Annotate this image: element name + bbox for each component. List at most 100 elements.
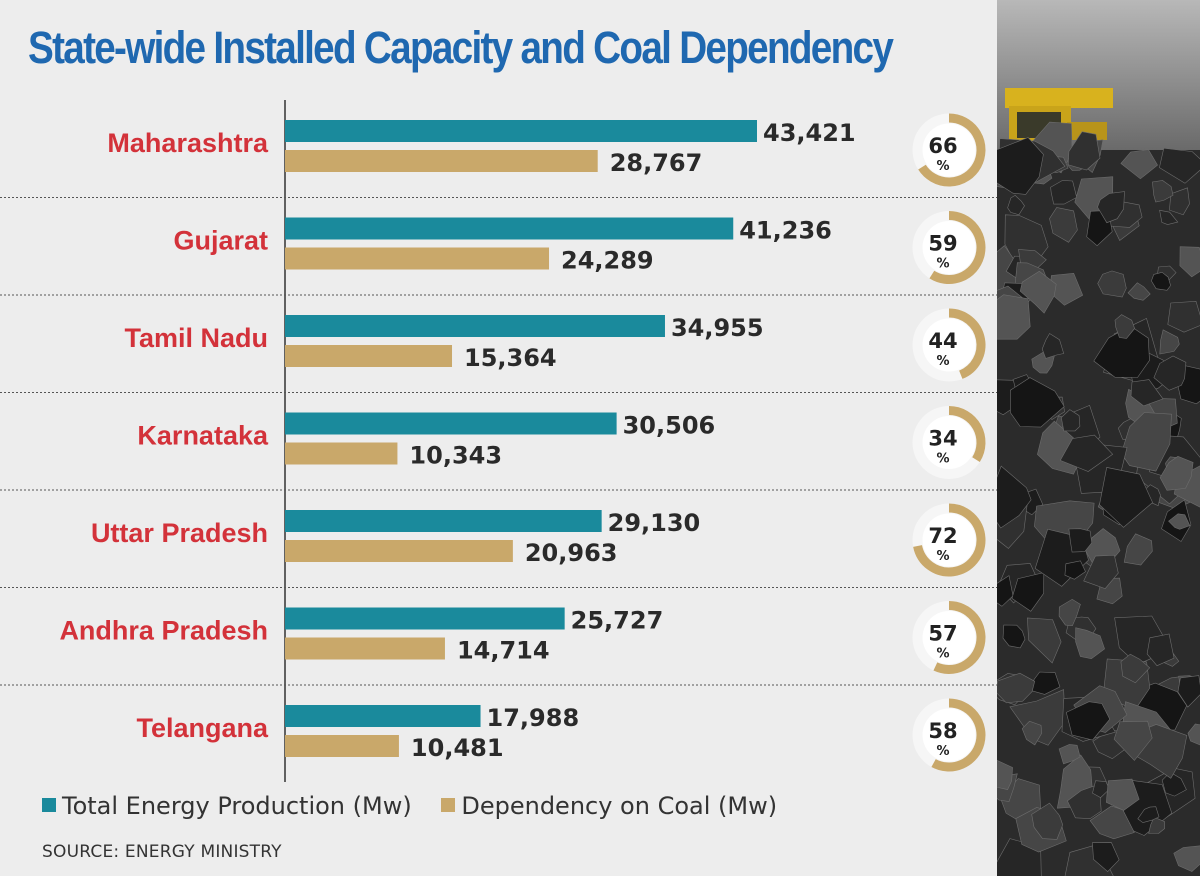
coal-rock: [1059, 434, 1114, 472]
legend-item-coal: Dependency on Coal (Mw): [441, 792, 777, 820]
legend-swatch-coal: [441, 798, 456, 812]
pct-ring-arc-gujarat: [929, 211, 986, 284]
coal-rock: [1159, 456, 1194, 491]
pct-sign-maharashtra: %: [936, 159, 949, 174]
coal-rock: [1009, 689, 1066, 746]
coal-rock: [1030, 671, 1061, 695]
pct-ring-center-telangana: [922, 708, 976, 762]
coal-rock: [1041, 333, 1065, 359]
coal-rock: [1105, 778, 1140, 811]
state-label-maharashtra: Maharashtra: [107, 128, 269, 158]
coal-rock: [997, 575, 1014, 607]
coal-rock: [1092, 842, 1120, 873]
bar-coal-telangana: [285, 735, 399, 757]
pct-ring-arc-karnataka: [948, 406, 986, 463]
bar-coal-maharashtra: [285, 150, 598, 172]
coal-rock: [1067, 131, 1101, 171]
bar-coal-andhra-pradesh: [285, 637, 445, 660]
coal-rock: [1173, 845, 1200, 872]
state-label-uttar-pradesh: Uttar Pradesh: [91, 518, 268, 548]
value-label-total-maharashtra: 43,421: [763, 119, 856, 147]
state-label-tamil-nadu: Tamil Nadu: [124, 323, 268, 353]
value-label-total-andhra-pradesh: 25,727: [571, 607, 664, 635]
value-label-coal-telangana: 10,481: [411, 734, 504, 762]
coal-rock: [1092, 780, 1110, 798]
coal-rock: [1159, 329, 1180, 355]
state-label-andhra-pradesh: Andhra Pradesh: [59, 616, 268, 646]
pct-ring-arc-andhra-pradesh: [933, 601, 986, 674]
coal-rock: [1011, 572, 1045, 612]
coal-rock: [1179, 246, 1200, 278]
coal-rock: [1097, 270, 1127, 298]
pct-ring-center-tamil-nadu: [922, 318, 976, 372]
value-label-coal-tamil-nadu: 15,364: [464, 344, 557, 372]
coal-rock: [1010, 377, 1065, 428]
coal-rock: [1065, 701, 1111, 741]
coal-rock: [1120, 653, 1151, 684]
pct-sign-karnataka: %: [936, 452, 949, 467]
coal-rock: [1151, 271, 1171, 291]
pct-value-tamil-nadu: 44: [928, 329, 957, 353]
coal-rock: [1060, 409, 1081, 432]
bar-total-telangana: [285, 705, 481, 727]
coal-rock: [997, 465, 1032, 529]
coal-rock: [1148, 816, 1165, 834]
coal-rock: [1058, 744, 1081, 765]
bar-total-tamil-nadu: [285, 315, 665, 337]
coal-rock: [1167, 300, 1200, 333]
bar-total-andhra-pradesh: [285, 607, 565, 630]
pct-value-maharashtra: 66: [928, 134, 957, 158]
coal-rock: [1068, 528, 1093, 553]
state-label-gujarat: Gujarat: [173, 226, 268, 256]
value-label-total-gujarat: 41,236: [739, 217, 832, 245]
state-label-karnataka: Karnataka: [137, 421, 269, 451]
coal-rock: [1130, 379, 1164, 407]
bar-coal-gujarat: [285, 247, 550, 270]
pct-sign-tamil-nadu: %: [936, 354, 949, 369]
pct-ring-center-uttar-pradesh: [922, 513, 976, 567]
bar-coal-karnataka: [285, 442, 398, 465]
coal-rock: [1097, 191, 1125, 224]
coal-rock: [1114, 314, 1135, 339]
pct-value-karnataka: 34: [928, 427, 957, 451]
coal-rock: [1177, 675, 1200, 708]
coal-rock: [1187, 723, 1200, 746]
bar-total-gujarat: [285, 217, 734, 240]
coal-rock: [1169, 187, 1190, 216]
chart-panel: State-wide Installed Capacity and Coal D…: [0, 22, 1000, 862]
coal-rock: [1137, 806, 1160, 823]
coal-rock: [997, 672, 1036, 704]
pct-ring-arc-maharashtra: [918, 113, 986, 187]
bar-coal-uttar-pradesh: [285, 540, 513, 562]
pct-ring-arc-telangana: [931, 698, 986, 772]
bar-total-maharashtra: [285, 120, 757, 142]
value-label-total-uttar-pradesh: 29,130: [608, 509, 701, 537]
bar-total-uttar-pradesh: [285, 510, 602, 532]
coal-rock: [1153, 355, 1187, 391]
coal-rock: [997, 760, 1013, 790]
value-label-coal-karnataka: 10,343: [409, 442, 502, 470]
coal-rock: [1058, 598, 1081, 627]
coal-rock: [1049, 207, 1078, 243]
value-label-coal-gujarat: 24,289: [561, 247, 654, 275]
pct-sign-gujarat: %: [936, 257, 949, 272]
coal-rock: [1146, 633, 1175, 667]
value-label-total-karnataka: 30,506: [623, 412, 716, 440]
pct-ring-center-andhra-pradesh: [922, 611, 976, 664]
pct-sign-andhra-pradesh: %: [936, 647, 949, 662]
coal-rock: [1093, 325, 1150, 378]
coal-rock: [1123, 533, 1153, 566]
coal-rock: [1026, 617, 1062, 664]
value-label-total-tamil-nadu: 34,955: [671, 314, 764, 342]
pct-ring-center-karnataka: [922, 416, 976, 469]
coal-rock: [1161, 771, 1187, 797]
pct-ring-arc-tamil-nadu: [948, 308, 986, 379]
coal-rock: [1159, 147, 1200, 184]
coal-rock: [1113, 720, 1153, 761]
coal-rock: [1159, 209, 1179, 225]
value-label-coal-andhra-pradesh: 14,714: [457, 637, 550, 665]
coal-rock: [1064, 560, 1086, 580]
pct-value-telangana: 58: [928, 719, 957, 743]
value-label-coal-uttar-pradesh: 20,963: [525, 539, 618, 567]
coal-rock: [1050, 180, 1078, 205]
